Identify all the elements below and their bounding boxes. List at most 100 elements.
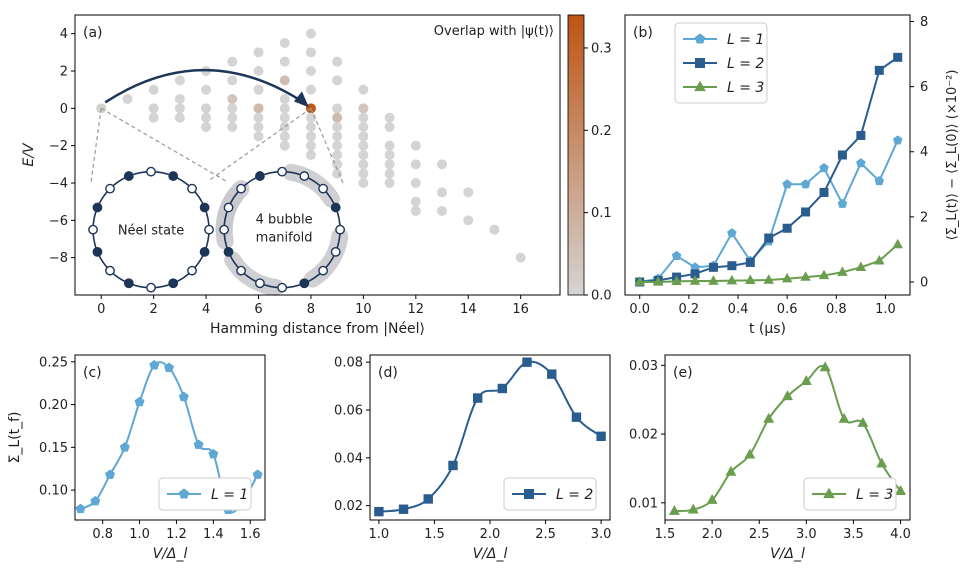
data-point [671,250,682,260]
state-point [279,94,290,104]
colorbar: 0.0 0.1 0.2 0.3 [567,14,612,304]
legend-box [158,477,252,511]
atom-site [236,183,246,194]
atom-site [92,202,103,213]
x-tick-label: 3.0 [796,527,817,542]
state-point [332,122,343,132]
data-point [208,448,219,459]
x-tick-label: 4 [202,302,210,317]
atom-site [187,183,197,194]
data-point [763,412,775,423]
state-point [358,103,369,114]
state-point [437,187,448,198]
state-point [358,178,369,188]
colorbar-gradient [567,14,585,296]
data-point [818,269,830,280]
state-point [253,84,264,95]
atom-site [335,224,346,235]
data-point [149,360,160,370]
colorbar-tick-label: 0.0 [591,289,612,304]
state-point [174,103,185,114]
y-tick-label: 0 [60,102,68,117]
atom-site [88,224,98,235]
atom-site [299,278,310,289]
state-point [437,206,448,216]
atom-site [199,202,210,213]
y-axis-label: ⟨Σ_L(t)⟩ − ⟨Σ_L(0)⟩ (×10⁻²) [945,70,960,241]
x-tick-label: 2.0 [702,527,723,542]
colorbar-title: Overlap with |ψ(t)⟩ [434,24,554,39]
atom-site [299,171,310,181]
data-point [838,412,850,423]
state-point [332,140,343,151]
colorbar-tick-label: 0.3 [591,41,612,56]
state-point [227,75,238,86]
legend-entry: L = 1 [727,32,764,48]
x-tick-label: 8 [307,302,315,317]
atom-site [123,171,134,181]
data-point [687,503,699,514]
bubble-manifold-diagram [215,163,349,296]
x-tick-label: 1.0 [129,527,150,542]
state-point [489,224,500,235]
y-tick-label: −4 [49,177,68,192]
legend-entry: L = 3 [727,80,764,96]
legend-entry: L = 1 [211,487,248,503]
state-point [201,112,212,123]
data-point [178,488,190,499]
guide-line [100,107,228,183]
atom-site [277,166,288,177]
colorbar-tick-label: 0.2 [591,124,612,139]
data-point [856,158,866,168]
atom-site [223,246,234,257]
state-point [410,206,421,216]
data-point [252,469,263,479]
state-point [358,84,369,95]
data-point [855,261,867,272]
state-point [148,112,159,123]
data-point [895,485,907,495]
state-point [332,103,343,114]
x-tick-label: 0.8 [826,302,847,317]
data-point [892,238,903,249]
state-point [358,159,369,170]
data-point [800,271,811,281]
x-tick-label: 12 [408,302,425,317]
x-tick-label: 2 [150,302,158,317]
data-point [781,272,793,283]
data-point [801,207,811,217]
series-curve [378,360,602,513]
atom-site [255,171,265,181]
y-tick-label: 0 [920,275,928,290]
atom-site [146,282,156,293]
y-tick-label: 0.01 [629,496,658,511]
data-point [164,362,175,373]
panel-d: 1.0 1.5 2.0 2.5 3.0 0.02 0.04 0.06 0.08 (d) L = 2 V… [334,354,611,562]
data-point [634,276,645,286]
data-point [893,52,903,62]
data-point [119,442,130,452]
atom-site [105,183,115,194]
series-1 [374,357,606,517]
state-point [332,131,343,142]
data-point [782,223,792,233]
state-point [358,140,369,151]
state-point [410,178,421,188]
state-point [201,84,212,95]
y-tick-label: 0.15 [39,441,68,456]
x-tick-label: 1.2 [166,527,187,542]
state-point [332,159,343,170]
data-point [819,163,829,173]
x-tick-label: 1.0 [369,527,390,542]
x-tick-label: 0.2 [679,302,700,317]
plot-frame [624,14,911,296]
data-point [694,33,706,44]
y-tick-label: 0.08 [334,356,363,371]
arrowhead-icon [293,91,309,108]
atom-site [123,278,134,289]
state-point [227,112,238,123]
atom-site [236,265,246,276]
state-point [332,112,343,123]
state-point [148,103,159,114]
x-tick-label: 4.0 [890,527,911,542]
